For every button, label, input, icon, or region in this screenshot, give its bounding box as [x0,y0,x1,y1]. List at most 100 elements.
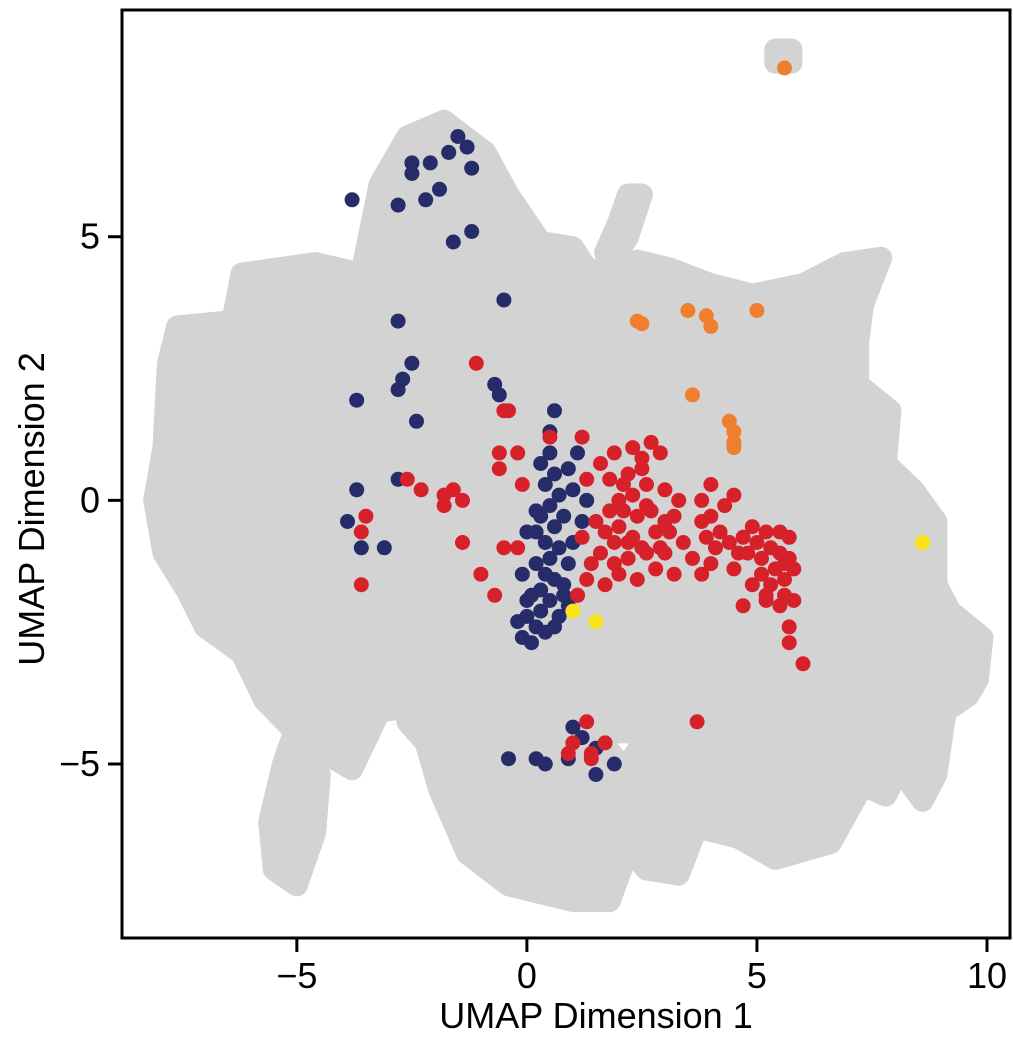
data-point [547,619,562,635]
data-point [537,535,553,550]
data-point [703,556,719,572]
data-point [726,440,742,456]
data-point [464,160,480,176]
data-point [680,303,696,318]
series-2 [353,355,811,767]
data-point [726,487,742,503]
data-point [537,756,553,772]
data-point [593,545,608,561]
data-point [616,503,631,519]
data-point [685,550,700,566]
data-point [657,545,673,561]
data-point [560,461,576,477]
data-point [565,735,581,751]
background-cloud-island-3 [764,38,803,74]
plot-frame [120,8,1012,940]
data-point [501,751,516,767]
data-point [574,529,590,545]
data-point [639,477,654,492]
data-point [390,197,406,213]
data-point [445,482,461,498]
data-point [570,587,585,603]
data-point [634,316,650,332]
data-point [694,492,710,508]
data-point [597,577,613,593]
data-point [731,545,746,561]
data-point [777,556,792,572]
data-point [340,514,355,529]
data-point [510,445,526,461]
data-point [528,556,544,572]
data-point [390,313,406,329]
data-point [519,524,535,540]
data-point [620,535,636,550]
data-point [551,487,567,503]
data-point [468,355,484,371]
data-point [547,466,562,482]
data-point [588,514,604,529]
y-axis: −5 0 5 [59,216,122,784]
data-point [708,540,723,556]
data-point [698,529,714,545]
data-point [473,566,489,582]
y-tick-label: −5 [59,743,100,784]
y-tick-label: 5 [80,216,100,257]
data-point [491,445,507,461]
data-point [795,656,811,672]
data-point [574,514,590,529]
data-point [620,550,636,566]
data-point [583,751,599,767]
data-point [634,540,650,556]
data-point [551,540,567,556]
data-point [744,519,760,535]
data-point [528,503,544,519]
data-point [652,445,668,461]
data-point [744,577,760,593]
data-point [712,524,728,540]
data-point [376,540,392,556]
data-point [344,192,360,208]
x-axis-title: UMAP Dimension 1 [439,995,752,1036]
data-point [556,508,572,524]
y-tick-label: 0 [80,479,100,520]
data-point [404,355,420,371]
data-point [597,524,613,540]
data-point [671,492,687,508]
data-point [666,566,682,582]
data-point [574,429,590,445]
data-point [547,403,562,419]
data-point [455,492,470,508]
data-point [588,767,604,782]
data-point [547,519,562,535]
data-point [606,445,622,461]
data-point [703,477,719,492]
data-point [602,503,618,519]
data-point [735,529,751,545]
data-point [455,535,470,550]
data-point [496,540,512,556]
x-axis: −5 0 5 10 [276,938,1007,996]
data-point [432,181,447,197]
data-point [579,492,595,508]
data-point [689,714,705,730]
data-point [643,503,659,519]
data-point [726,561,742,577]
data-point [510,614,526,630]
data-point [510,540,526,556]
data-point [666,508,682,524]
data-point [441,144,457,160]
data-point [606,556,622,572]
data-point [675,535,691,550]
data-point [570,445,585,461]
data-point [758,593,774,608]
data-point [565,603,581,619]
plot-area [143,38,994,913]
data-point [616,477,631,492]
background-cloud-island-2 [594,183,653,269]
data-point [579,572,595,587]
data-point [749,535,765,550]
data-point [501,403,516,419]
highlighted-cell-series [340,60,931,782]
data-point [533,456,549,471]
data-point [754,566,769,582]
